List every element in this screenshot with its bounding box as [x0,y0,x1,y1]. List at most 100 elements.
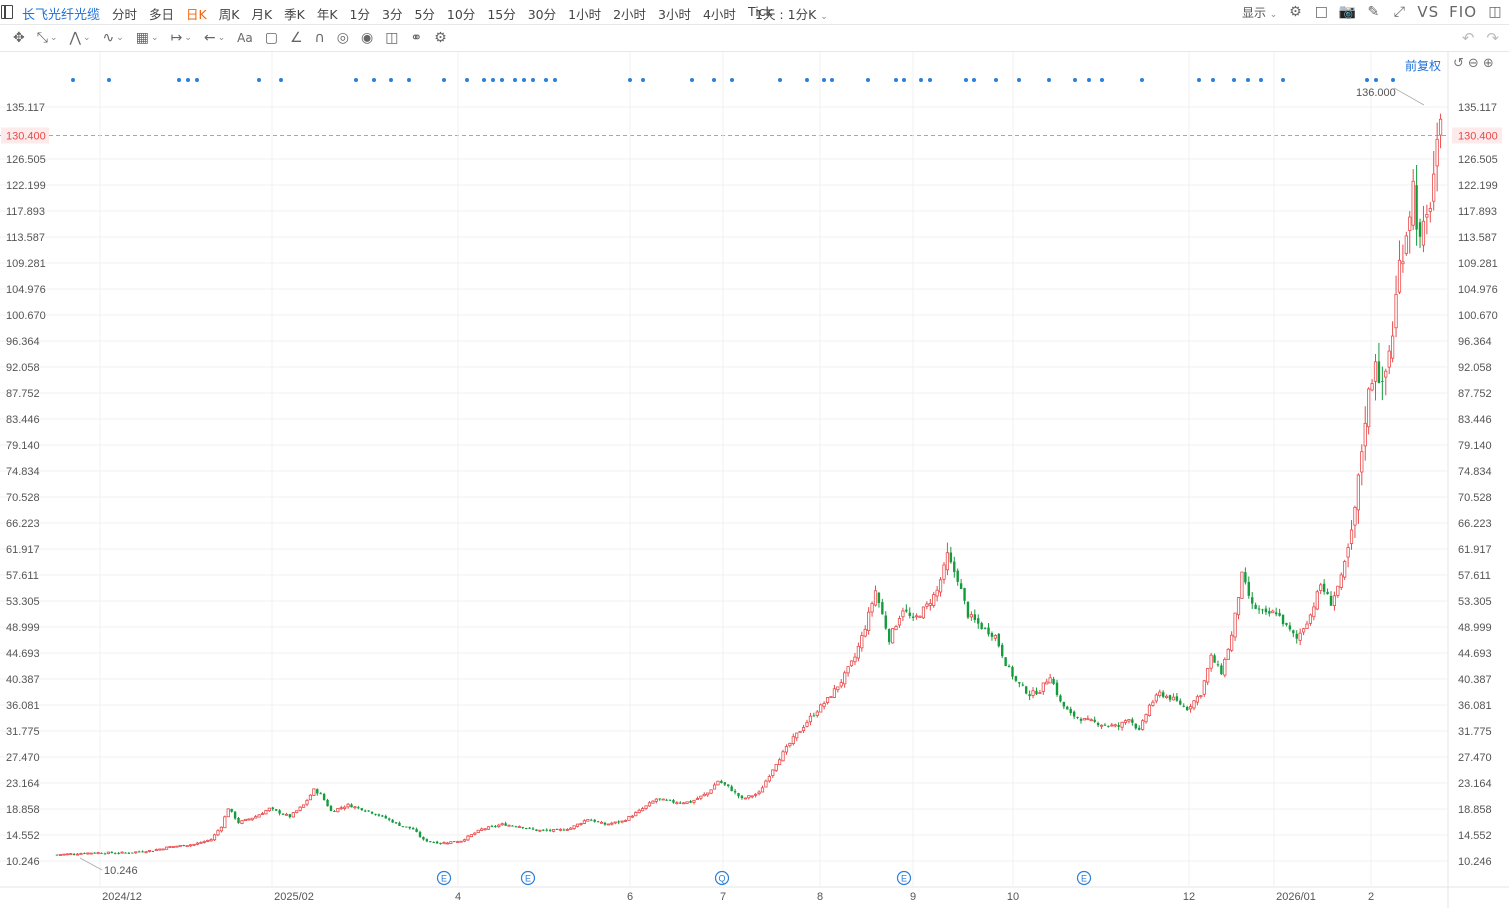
candle-down[interactable] [877,592,881,603]
event-marker[interactable] [714,870,730,886]
candle-up[interactable] [644,805,648,809]
news-marker-dot[interactable] [407,78,411,82]
news-marker-dot[interactable] [1100,78,1104,82]
candle-down[interactable] [374,813,377,815]
candle-up[interactable] [699,795,703,799]
candle-up[interactable] [623,820,628,822]
candle-up[interactable] [695,798,700,800]
candle-up[interactable] [1154,694,1158,702]
news-marker-dot[interactable] [1391,78,1395,82]
candle-up[interactable] [651,800,655,804]
candle-down[interactable] [511,825,514,827]
candle-up[interactable] [1195,696,1200,703]
candle-up[interactable] [185,845,189,847]
candle-up[interactable] [1401,261,1405,265]
candle-down[interactable] [1117,725,1120,727]
candle-up[interactable] [538,829,542,832]
candle-down[interactable] [617,821,620,823]
period-tab-12[interactable]: 30分 [527,7,557,22]
candle-up[interactable] [569,827,573,830]
candle-up[interactable] [486,826,491,830]
candle-down[interactable] [1001,644,1004,657]
candle-up[interactable] [709,789,713,794]
candle-down[interactable] [439,842,442,844]
candle-up[interactable] [716,780,720,786]
candle-up[interactable] [336,808,340,813]
candle-up[interactable] [1188,706,1193,710]
news-marker-dot[interactable] [712,78,716,82]
candle-down[interactable] [281,813,285,815]
candle-up[interactable] [254,816,258,819]
candle-up[interactable] [1113,724,1117,727]
candle-up[interactable] [849,660,854,667]
candle-up[interactable] [805,722,809,727]
candle-down[interactable] [1418,222,1422,237]
candle-up[interactable] [1031,690,1035,696]
candle-down[interactable] [1014,676,1018,681]
news-marker-dot[interactable] [279,78,283,82]
period-tab-15[interactable]: 3小时 [658,7,691,22]
candle-up[interactable] [86,852,90,855]
candle-down[interactable] [524,827,528,829]
candle-up[interactable] [942,564,946,580]
candle-up[interactable] [928,603,932,606]
candle-down[interactable] [528,827,531,829]
candle-up[interactable] [442,842,446,845]
candle-up[interactable] [240,820,244,824]
candle-up[interactable] [1315,591,1319,610]
candle-up[interactable] [565,829,569,831]
candle-up[interactable] [507,824,511,827]
candle-up[interactable] [1041,682,1045,692]
trash-icon[interactable]: ◫ [385,30,399,46]
candle-up[interactable] [891,628,895,644]
news-marker-dot[interactable] [830,78,834,82]
line-tool-icon[interactable]: ⤡ ⌄ [36,30,58,46]
candle-up[interactable] [257,814,261,818]
candle-down[interactable] [394,822,398,824]
period-tab-16[interactable]: 4小时 [702,7,736,22]
candle-up[interactable] [161,848,165,851]
text-tool-icon[interactable]: Aa [237,31,253,45]
candle-up[interactable] [771,769,775,776]
candle-up[interactable] [1384,370,1388,378]
candle-down[interactable] [977,618,980,624]
candle-up[interactable] [476,829,480,834]
candle-down[interactable] [1138,727,1141,730]
candle-down[interactable] [983,627,987,629]
candle-up[interactable] [969,614,973,618]
candle-up[interactable] [96,852,100,855]
candle-up[interactable] [582,820,587,824]
candle-up[interactable] [1147,704,1152,716]
candle-down[interactable] [888,629,891,643]
candle-up[interactable] [586,819,590,822]
candle-up[interactable] [901,610,905,618]
candle-down[interactable] [908,612,911,616]
candle-up[interactable] [551,829,556,832]
candle-down[interactable] [271,807,274,810]
candle-up[interactable] [938,579,943,593]
candle-up[interactable] [798,730,802,733]
candle-down[interactable] [1024,686,1028,694]
candle-down[interactable] [1018,682,1021,684]
candle-up[interactable] [1120,721,1124,728]
candle-up[interactable] [1397,259,1402,293]
candle-down[interactable] [1004,657,1007,667]
candle-down[interactable] [151,850,155,852]
candle-down[interactable] [593,819,596,822]
candle-up[interactable] [195,842,200,845]
candle-down[interactable] [963,587,966,601]
candle-down[interactable] [1247,582,1250,596]
candle-up[interactable] [1236,597,1241,616]
candle-down[interactable] [679,802,682,804]
candle-up[interactable] [1082,717,1087,721]
news-marker-dot[interactable] [641,78,645,82]
news-marker-dot[interactable] [186,78,190,82]
candle-up[interactable] [456,841,460,844]
candle-up[interactable] [822,703,826,707]
event-marker[interactable] [436,870,452,886]
candle-down[interactable] [333,810,336,812]
period-tab-8[interactable]: 3分 [382,7,403,22]
period-tab-6[interactable]: 年K [316,7,338,22]
candle-up[interactable] [1127,719,1131,722]
candle-up[interactable] [144,851,148,854]
